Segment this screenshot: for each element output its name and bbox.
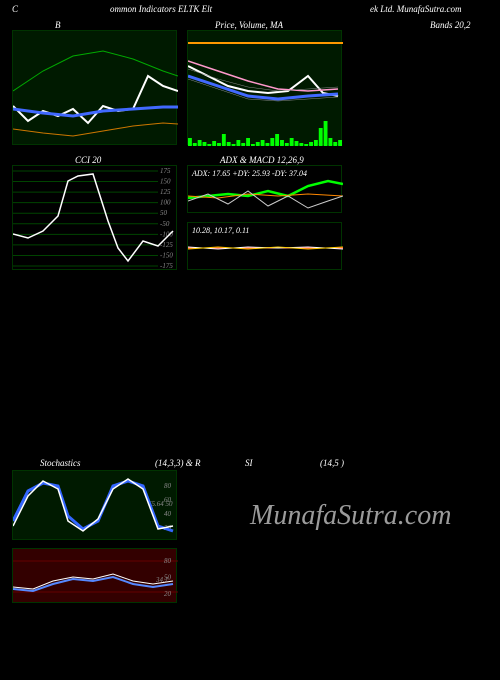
svg-text:-50: -50 bbox=[160, 220, 170, 228]
chart-rsi: 80502034.7 bbox=[12, 548, 177, 603]
chart6-title-mid2: SI bbox=[245, 458, 253, 468]
chart-bollinger-left bbox=[12, 30, 177, 145]
svg-text:20: 20 bbox=[164, 590, 172, 598]
chart1-title-center: Price, Volume, MA bbox=[215, 20, 283, 30]
svg-text:80: 80 bbox=[164, 482, 172, 490]
watermark: MunafaSutra.com bbox=[250, 500, 451, 532]
svg-text:100: 100 bbox=[160, 199, 171, 207]
svg-text:40: 40 bbox=[164, 510, 172, 518]
svg-text:ADX: 17.65 +DY: 25.93 -DY: 37.: ADX: 17.65 +DY: 25.93 -DY: 37.04 bbox=[191, 169, 307, 178]
chart-adx: ADX: 17.65 +DY: 25.93 -DY: 37.04 bbox=[187, 165, 342, 213]
svg-text:-175: -175 bbox=[160, 262, 173, 270]
svg-text:10.28, 10.17, 0.11: 10.28, 10.17, 0.11 bbox=[192, 226, 249, 235]
chart-price-volume bbox=[187, 30, 342, 145]
chart4-title: ADX & MACD 12,26,9 bbox=[220, 155, 304, 165]
svg-text:150: 150 bbox=[160, 178, 171, 186]
chart-stochastics: 8060402065.64 50 bbox=[12, 470, 177, 540]
svg-text:175: 175 bbox=[160, 167, 171, 175]
svg-text:125: 125 bbox=[160, 188, 171, 196]
chart1-title-right: Bands 20,2 bbox=[430, 20, 471, 30]
chart3-title: CCI 20 bbox=[75, 155, 101, 165]
chart-cci: 17515012510050-50-100-125-150-175 bbox=[12, 165, 177, 270]
header-right: ek Ltd. MunafaSutra.com bbox=[370, 4, 462, 14]
chart6-title-mid: (14,3,3) & R bbox=[155, 458, 201, 468]
svg-text:50: 50 bbox=[160, 209, 168, 217]
chart1-title-left: B bbox=[55, 20, 61, 30]
header-left: C bbox=[12, 4, 18, 14]
svg-text:80: 80 bbox=[164, 557, 172, 565]
header-center: ommon Indicators ELTK Elt bbox=[110, 4, 212, 14]
chart6-title-right: (14,5 ) bbox=[320, 458, 344, 468]
svg-text:-150: -150 bbox=[160, 251, 173, 259]
chart6-title-left: Stochastics bbox=[40, 458, 81, 468]
chart-macd: 10.28, 10.17, 0.11 bbox=[187, 222, 342, 270]
